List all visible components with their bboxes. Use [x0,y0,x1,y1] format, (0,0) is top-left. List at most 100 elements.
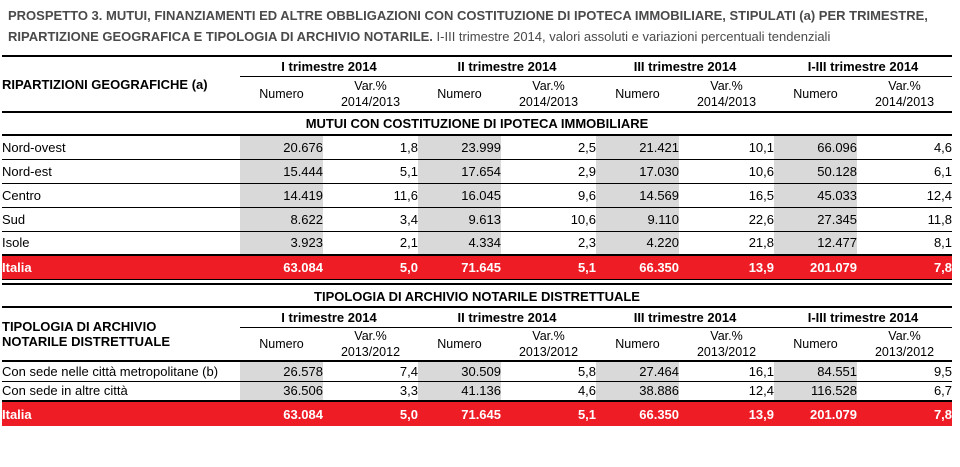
row-label: Sud [2,207,240,232]
page-title-subtitle: I-III trimestre 2014, valori assoluti e … [432,29,831,44]
table-row-nord-est: Nord-est 15.444 5,1 17.654 2,9 17.030 10… [2,159,953,184]
table-row-isole: Isole 3.923 2,1 4.334 2,3 4.220 21,8 12.… [2,231,953,256]
table-row-altre-citta: Con sede in altre città 36.506 3,3 41.13… [2,381,953,402]
row-label: Nord-est [2,159,240,184]
cell-numero: 201.079 [774,400,858,426]
cell-var: 22,6 [679,207,775,232]
cell-var: 5,0 [323,400,418,426]
page-title-bold: PROSPETTO 3. MUTUI, FINANZIAMENTI ED ALT… [8,8,928,44]
cell-numero: 27.345 [774,207,858,232]
subheader-var: Var.% 2013/2012 [857,327,953,362]
quarter-header-q1q3: I-III trimestre 2014 [774,307,953,328]
cell-var: 7,4 [323,361,418,382]
cell-numero: 3.923 [240,231,323,256]
subheader-numero: Numero [418,327,501,362]
cell-numero: 45.033 [774,183,858,208]
subheader-numero: Numero [774,76,858,113]
cell-var: 12,4 [679,381,775,402]
table-mutui: RIPARTIZIONI GEOGRAFICHE (a) I trimestre… [2,55,953,280]
quarter-header-q2: II trimestre 2014 [418,56,597,77]
subheader-var: Var.% 2013/2012 [501,327,597,362]
cell-numero: 8.622 [240,207,323,232]
cell-numero: 66.096 [774,135,858,160]
cell-var: 12,4 [857,183,953,208]
row-label: Italia [2,400,240,426]
row-label: Nord-ovest [2,135,240,160]
row-label: Con sede nelle città metropolitane (b) [2,361,240,382]
cell-numero: 20.676 [240,135,323,160]
cell-var: 2,1 [323,231,418,256]
table-row-centro: Centro 14.419 11,6 16.045 9,6 14.569 16,… [2,183,953,208]
subheader-var: Var.% 2014/2013 [679,76,775,113]
quarter-header-q3: III trimestre 2014 [596,56,775,77]
subheader-numero: Numero [418,76,501,113]
cell-var: 5,1 [323,159,418,184]
cell-numero: 71.645 [418,400,501,426]
cell-numero: 63.084 [240,254,323,280]
cell-var: 2,5 [501,135,597,160]
cell-numero: 14.419 [240,183,323,208]
cell-var: 13,9 [679,254,775,280]
subheader-var: Var.% 2013/2012 [323,327,418,362]
cell-var: 5,8 [501,361,597,382]
cell-var: 3,3 [323,381,418,402]
cell-var: 5,1 [501,400,597,426]
cell-numero: 9.110 [596,207,680,232]
cell-var: 16,5 [679,183,775,208]
subheader-var: Var.% 2014/2013 [323,76,418,113]
cell-numero: 30.509 [418,361,501,382]
cell-var: 2,9 [501,159,597,184]
quarter-header-q3: III trimestre 2014 [596,307,775,328]
cell-var: 4,6 [501,381,597,402]
cell-var: 7,8 [857,400,953,426]
cell-numero: 50.128 [774,159,858,184]
cell-numero: 66.350 [596,254,680,280]
cell-numero: 63.084 [240,400,323,426]
subheader-numero: Numero [774,327,858,362]
subheader-numero: Numero [596,76,680,113]
cell-var: 7,8 [857,254,953,280]
cell-var: 11,6 [323,183,418,208]
cell-numero: 84.551 [774,361,858,382]
cell-var: 10,6 [501,207,597,232]
quarter-header-q1q3: I-III trimestre 2014 [774,56,953,77]
cell-var: 21,8 [679,231,775,256]
table-row-citta-metropolitane: Con sede nelle città metropolitane (b) 2… [2,361,953,382]
cell-var: 9,5 [857,361,953,382]
section-band-mutui: MUTUI CON COSTITUZIONE DI IPOTECA IMMOBI… [2,112,953,136]
cell-var: 10,6 [679,159,775,184]
subheader-var: Var.% 2013/2012 [679,327,775,362]
cell-var: 1,8 [323,135,418,160]
section-band-tipologia: TIPOLOGIA DI ARCHIVIO NOTARILE DISTRETTU… [2,282,952,308]
row-label: Italia [2,254,240,280]
cell-numero: 14.569 [596,183,680,208]
cell-numero: 9.613 [418,207,501,232]
cell-var: 2,3 [501,231,597,256]
cell-var: 9,6 [501,183,597,208]
cell-var: 13,9 [679,400,775,426]
cell-numero: 36.506 [240,381,323,402]
cell-numero: 26.578 [240,361,323,382]
cell-var: 6,1 [857,159,953,184]
cell-var: 3,4 [323,207,418,232]
cell-var: 16,1 [679,361,775,382]
cell-numero: 21.421 [596,135,680,160]
total-row-italia: Italia 63.084 5,0 71.645 5,1 66.350 13,9… [2,254,953,280]
cell-numero: 17.654 [418,159,501,184]
table-row-sud: Sud 8.622 3,4 9.613 10,6 9.110 22,6 27.3… [2,207,953,232]
cell-numero: 38.886 [596,381,680,402]
table-row-nord-ovest: Nord-ovest 20.676 1,8 23.999 2,5 21.421 … [2,135,953,160]
row-label: Centro [2,183,240,208]
cell-numero: 116.528 [774,381,858,402]
cell-numero: 23.999 [418,135,501,160]
table-tipologia: TIPOLOGIA DI ARCHIVIO NOTARILE DISTRETTUA… [2,307,953,426]
subheader-numero: Numero [240,327,323,362]
subheader-numero: Numero [596,327,680,362]
cell-var: 5,0 [323,254,418,280]
quarter-header-q2: II trimestre 2014 [418,307,597,328]
cell-numero: 15.444 [240,159,323,184]
cell-numero: 41.136 [418,381,501,402]
cell-numero: 4.220 [596,231,680,256]
quarter-header-q1: I trimestre 2014 [240,307,418,328]
cell-numero: 12.477 [774,231,858,256]
